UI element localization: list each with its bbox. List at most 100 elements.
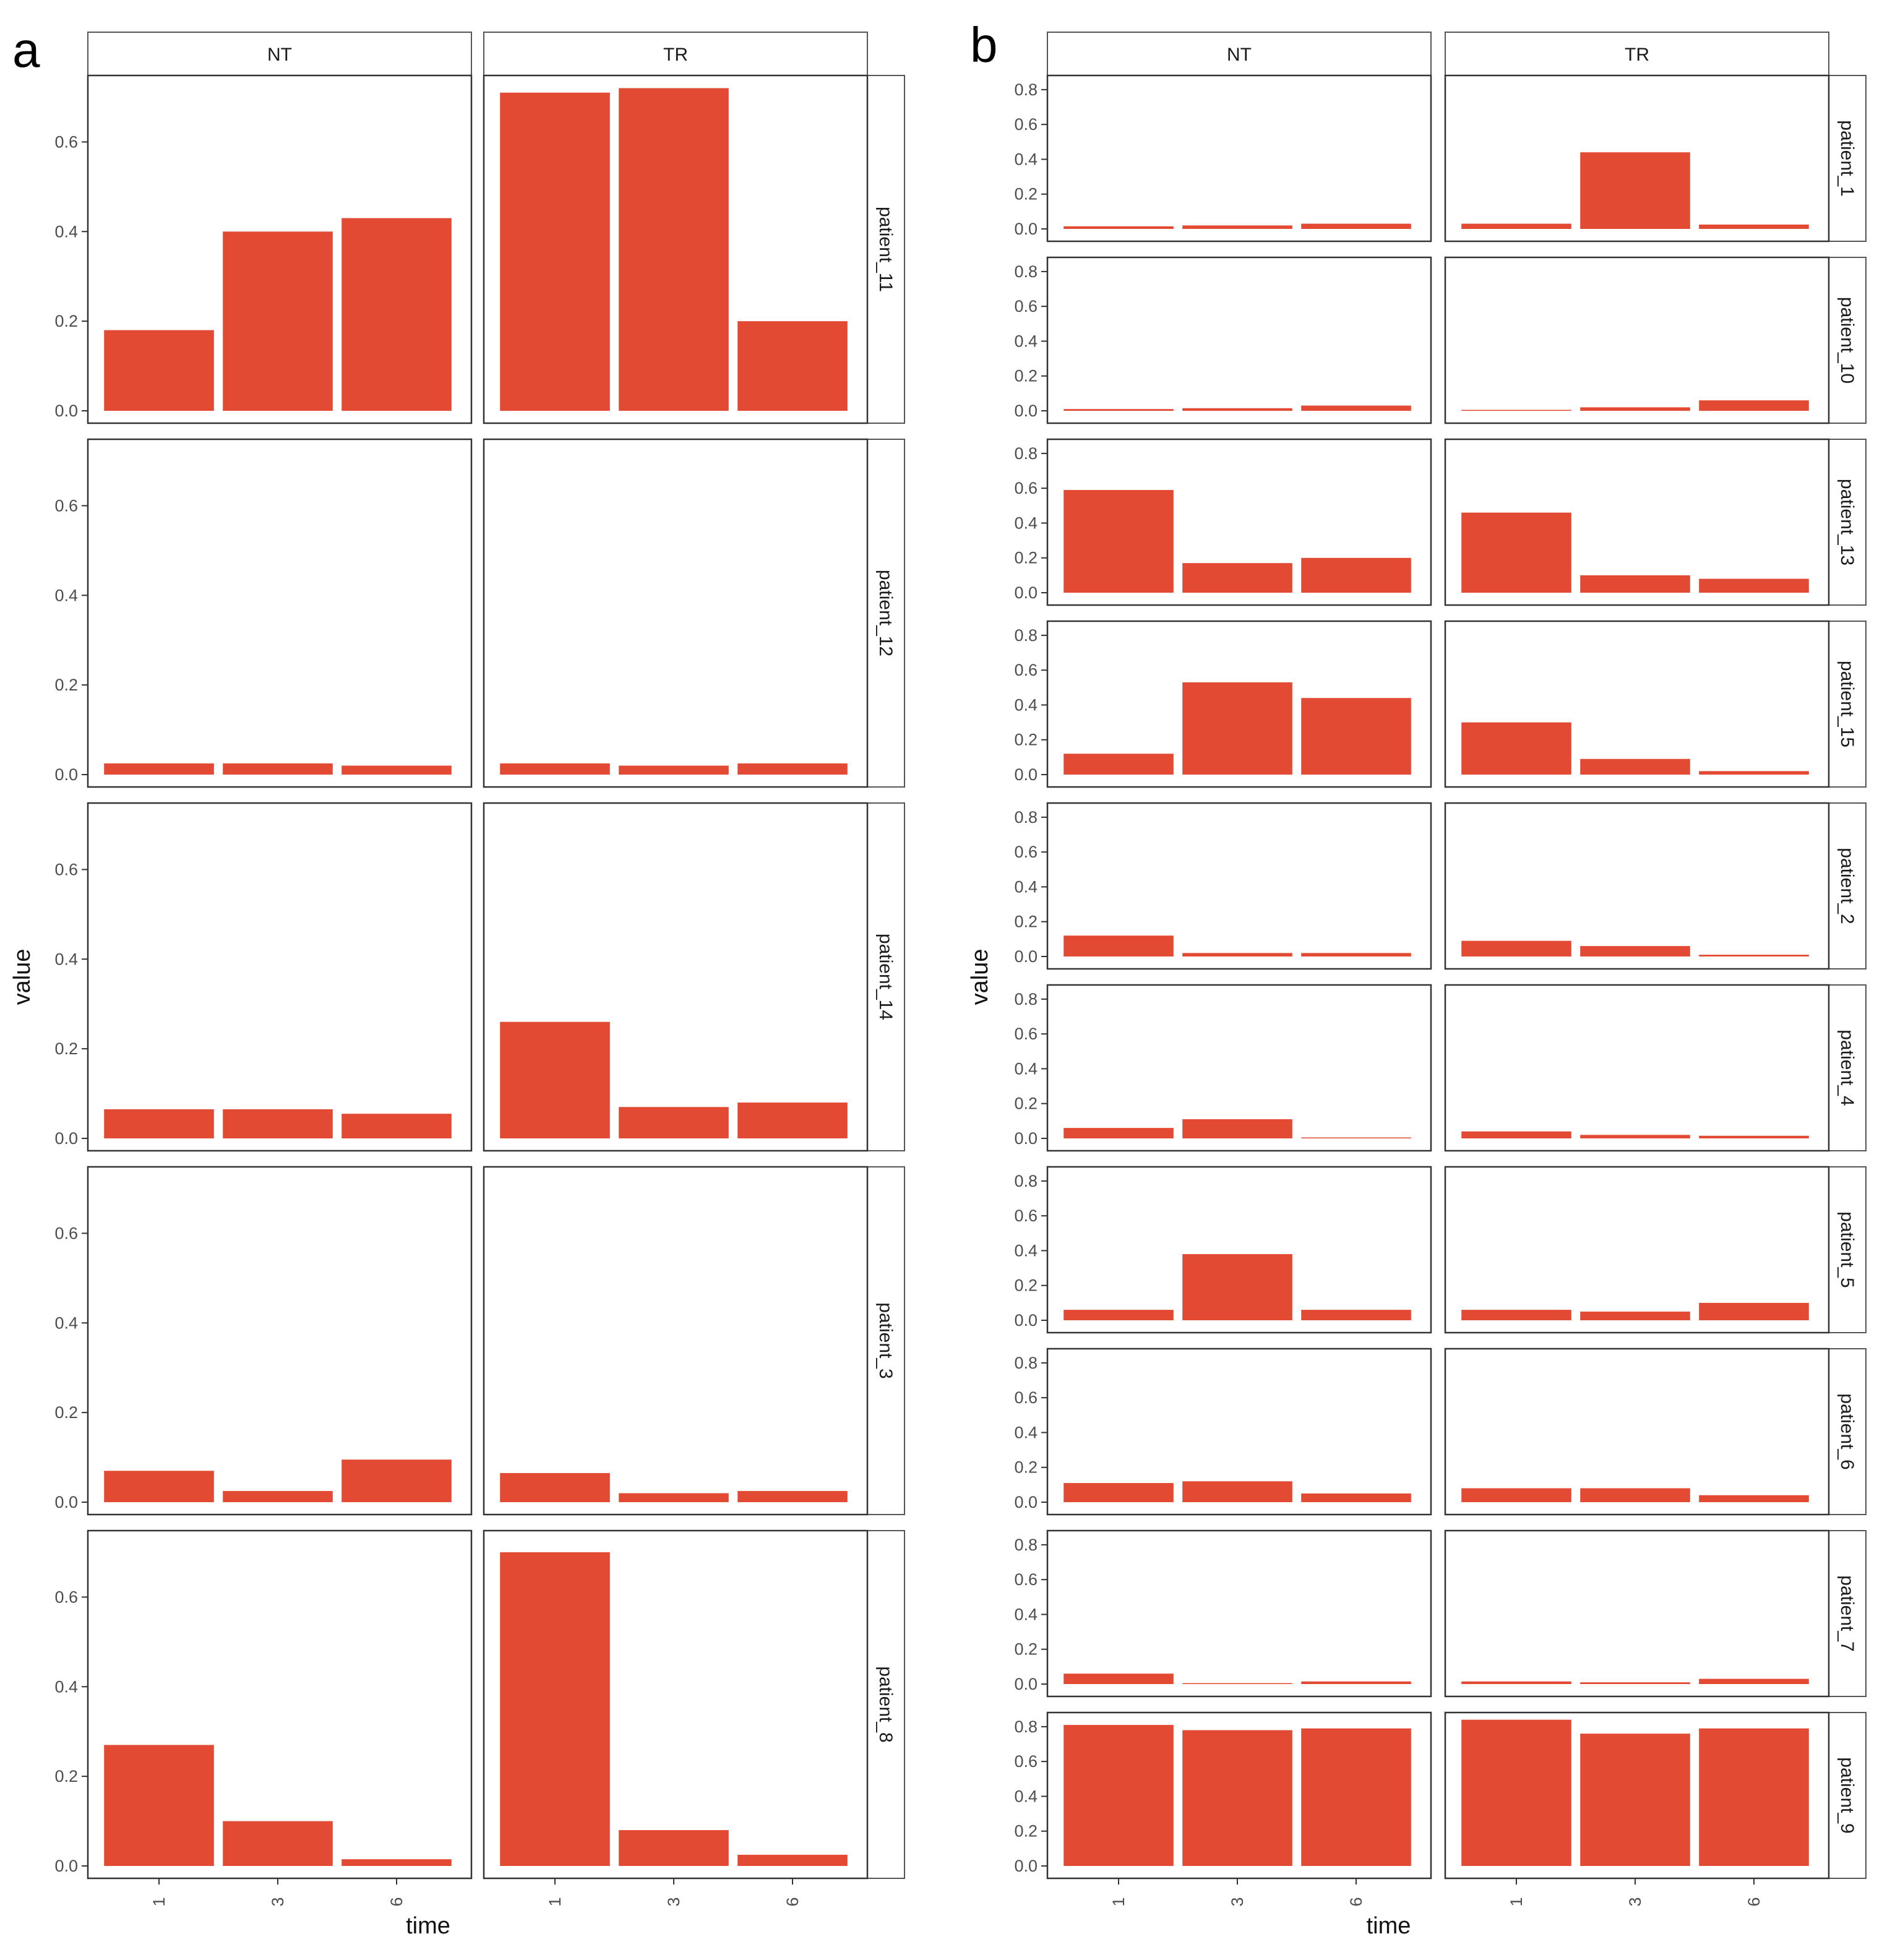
x-tick-label: 1	[1507, 1897, 1526, 1906]
bar	[1461, 1310, 1571, 1320]
y-tick-label: 0.2	[1014, 1822, 1038, 1841]
y-tick-label: 0.4	[1014, 1423, 1038, 1442]
facet-panel-frame	[1046, 1529, 1432, 1698]
facet-row-label: patient_11	[875, 207, 896, 292]
bar	[1580, 152, 1690, 229]
y-tick-label: 0.8	[1014, 1717, 1038, 1736]
facet-row-strip	[867, 75, 905, 424]
facet-row-strip	[1828, 1712, 1867, 1879]
bar	[1063, 489, 1174, 593]
facet-row-label: patient_13	[1837, 479, 1857, 565]
bar	[1699, 400, 1809, 411]
x-tick-label: 1	[150, 1897, 168, 1906]
bar	[104, 330, 214, 411]
bar	[1301, 1310, 1411, 1320]
bar	[1580, 1734, 1690, 1866]
y-tick-label: 0.0	[1014, 1675, 1038, 1693]
bar	[1580, 946, 1690, 956]
bar	[1301, 1681, 1411, 1684]
y-tick-label: 0.6	[54, 1224, 78, 1242]
bar	[223, 1821, 333, 1866]
facet-row-strip	[1828, 1530, 1867, 1697]
bar	[223, 231, 333, 411]
bar	[1580, 1682, 1690, 1684]
y-tick-label: 0.0	[1014, 947, 1038, 966]
y-tick-label: 0.6	[1014, 297, 1038, 316]
facet-panel-frame	[1444, 1529, 1830, 1698]
facet-row-strip	[867, 1166, 905, 1515]
facet-row-strip	[1828, 257, 1867, 424]
y-tick-label: 0.2	[1014, 1458, 1038, 1477]
facet-row-strip	[1828, 439, 1867, 606]
y-tick-label: 0.4	[1014, 1787, 1038, 1805]
bar	[619, 88, 729, 411]
y-tick-label: 0.6	[54, 496, 78, 515]
y-tick-label: 0.0	[54, 1129, 78, 1148]
bar	[1580, 1311, 1690, 1320]
facet-row-label: patient_2	[1837, 848, 1857, 924]
bar	[1182, 1119, 1292, 1138]
bar	[1461, 1488, 1571, 1502]
y-tick-label: 0.6	[1014, 1752, 1038, 1771]
y-tick-label: 0.0	[1014, 1493, 1038, 1511]
y-tick-label: 0.8	[1014, 990, 1038, 1008]
y-tick-label: 0.0	[54, 402, 78, 420]
bar	[1301, 405, 1411, 411]
y-tick-label: 0.6	[1014, 115, 1038, 134]
y-tick-label: 0.0	[1014, 402, 1038, 420]
y-tick-label: 0.0	[1014, 1311, 1038, 1330]
facet-panel-frame	[1444, 256, 1830, 424]
y-tick-label: 0.2	[1014, 185, 1038, 204]
bar	[1063, 1128, 1174, 1138]
y-tick-label: 0.6	[1014, 479, 1038, 497]
facet-panel-frame	[1046, 256, 1432, 424]
y-tick-label: 0.0	[54, 765, 78, 784]
bar	[737, 1102, 848, 1138]
facet-row-strip	[1828, 75, 1867, 242]
y-tick-label: 0.4	[1014, 1059, 1038, 1078]
bar	[619, 765, 729, 775]
bar	[1699, 1678, 1809, 1684]
bar	[1699, 1135, 1809, 1138]
bar	[1301, 223, 1411, 229]
y-tick-label: 0.2	[54, 1403, 78, 1422]
bar	[500, 1021, 610, 1138]
facet-column-label: TR	[1625, 45, 1649, 65]
y-tick-label: 0.8	[1014, 626, 1038, 645]
bar	[342, 1114, 452, 1138]
facet-column-strip	[483, 32, 868, 76]
y-tick-label: 0.2	[1014, 1094, 1038, 1113]
bar	[1063, 226, 1174, 229]
bar	[223, 1109, 333, 1138]
facet-row-label: patient_7	[1837, 1575, 1857, 1651]
bar	[1182, 408, 1292, 411]
y-tick-label: 0.4	[54, 1677, 78, 1696]
bar	[342, 218, 452, 411]
y-tick-label: 0.8	[1014, 1354, 1038, 1372]
bar	[619, 1107, 729, 1138]
facet-row-strip	[1828, 1348, 1867, 1515]
y-tick-label: 0.6	[54, 860, 78, 879]
y-tick-label: 0.8	[1014, 1172, 1038, 1190]
y-tick-label: 0.2	[54, 1039, 78, 1058]
bar	[342, 1859, 452, 1866]
x-tick-label: 6	[783, 1897, 802, 1906]
facet-column-strip	[1445, 32, 1829, 76]
facet-row-strip	[867, 802, 905, 1151]
y-tick-label: 0.2	[1014, 367, 1038, 385]
bar	[500, 1472, 610, 1502]
bar	[1699, 1495, 1809, 1502]
bar	[1063, 754, 1174, 775]
facet-row-strip	[867, 1530, 905, 1879]
bar	[1699, 955, 1809, 956]
bar	[1063, 409, 1174, 411]
y-tick-label: 0.4	[1014, 332, 1038, 350]
facet-column-label: TR	[663, 45, 688, 65]
facet-row-strip	[1828, 802, 1867, 969]
facet-panel-frame	[87, 438, 473, 788]
y-tick-label: 0.8	[1014, 444, 1038, 463]
bar	[737, 1490, 848, 1502]
bar	[104, 763, 214, 775]
y-tick-label: 0.2	[1014, 1276, 1038, 1295]
